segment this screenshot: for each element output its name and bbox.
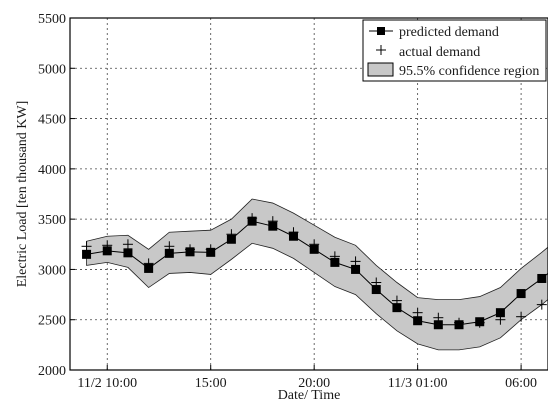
actual-demand-point — [226, 229, 237, 240]
legend: predicted demand actual demand 95.5% con… — [362, 19, 547, 82]
actual-demand-point — [454, 317, 465, 328]
x-tick-label: 11/3 01:00 — [388, 376, 448, 391]
x-tick-label: 15:00 — [195, 376, 227, 391]
actual-demand-point — [81, 241, 92, 252]
y-axis-ticks: 2000 2500 3000 3500 4000 4500 5000 5500 — [38, 12, 75, 379]
y-tick-label: 2500 — [38, 314, 66, 329]
actual-demand-point — [309, 239, 320, 250]
predicted-demand-point — [309, 244, 319, 254]
predicted-demand-point — [226, 234, 236, 244]
x-tick-label: 06:00 — [505, 376, 537, 391]
predicted-demand-point — [82, 249, 92, 259]
predicted-demand-point — [268, 221, 278, 231]
predicted-demand-point — [330, 257, 340, 267]
plot-frame — [69, 17, 548, 371]
x-axis-ticks: 11/2 10:00 15:00 20:00 11/3 01:00 06:00 — [77, 365, 537, 391]
actual-demand-point — [391, 295, 402, 306]
predicted-demand-point — [164, 248, 174, 258]
actual-demand-point — [102, 240, 113, 251]
predicted-demand-point — [392, 303, 402, 313]
legend-confidence-swatch — [367, 62, 394, 77]
actual-demand-point — [329, 251, 340, 262]
y-tick-label: 3000 — [38, 263, 66, 278]
legend-item-confidence: 95.5% confidence region — [367, 62, 539, 79]
y-tick-label: 4000 — [38, 163, 66, 178]
actual-demand-point — [267, 216, 278, 227]
x-tick-label: 20:00 — [298, 376, 330, 391]
legend-predicted-label: predicted demand — [399, 25, 499, 40]
actual-demand-point — [288, 227, 299, 238]
predicted-demand-point — [495, 308, 505, 318]
confidence-band-layer — [86, 198, 548, 351]
y-tick-label: 3500 — [38, 213, 66, 228]
actual-demand-point — [205, 244, 216, 255]
y-tick-label: 5500 — [38, 12, 66, 27]
confidence-band — [86, 198, 548, 351]
predicted-demand-point — [102, 246, 112, 256]
actual-demand-point — [247, 213, 258, 224]
actual-demand-point — [143, 258, 154, 269]
x-tick-label: 11/2 10:00 — [77, 376, 137, 391]
predicted-demand-point — [433, 320, 443, 330]
legend-item-predicted: predicted demand — [369, 25, 499, 40]
y-tick-label: 4500 — [38, 113, 66, 128]
actual-demand-point — [474, 317, 485, 328]
actual-demand-point — [495, 314, 506, 325]
predicted-demand-point — [144, 263, 154, 273]
actual-demand-point — [536, 299, 547, 310]
grid-lines — [70, 18, 548, 370]
actual-demand-point — [185, 244, 196, 255]
actual-demand-point — [122, 239, 133, 250]
y-tick-label: 2000 — [38, 364, 66, 379]
legend-actual-label: actual demand — [399, 45, 480, 60]
legend-confidence-label: 95.5% confidence region — [399, 64, 539, 79]
legend-item-actual: actual demand — [376, 45, 480, 60]
y-axis-title: Electric Load [ten thousand KW] — [15, 101, 30, 288]
actual-demand-point — [350, 256, 361, 267]
y-tick-label: 5000 — [38, 62, 66, 77]
actual-demand-point — [433, 312, 444, 323]
x-axis-title: Date/ Time — [278, 388, 341, 401]
predicted-demand-point — [371, 285, 381, 295]
predicted-demand-point — [413, 316, 423, 326]
actual-demand-point — [516, 311, 527, 322]
series-layer — [81, 213, 548, 330]
actual-demand-point — [371, 277, 382, 288]
predicted-demand-point — [516, 289, 526, 299]
predicted-demand-point — [537, 273, 547, 283]
predicted-demand-point — [123, 248, 133, 258]
legend-predicted-marker — [377, 27, 385, 35]
actual-demand-point — [412, 307, 423, 318]
predicted-demand-point — [351, 264, 361, 274]
actual-demand-point — [164, 241, 175, 252]
